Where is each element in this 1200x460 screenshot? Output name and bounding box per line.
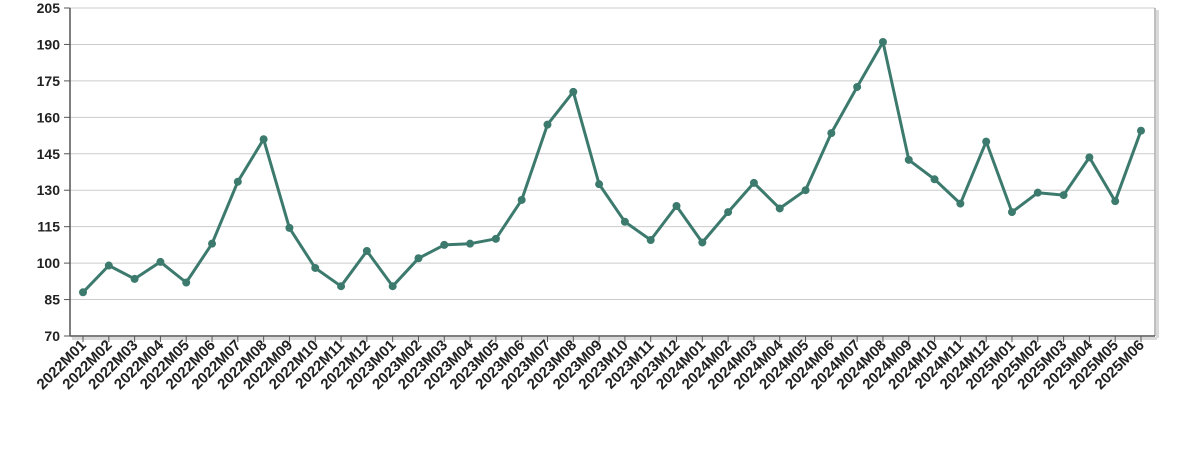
data-point [749, 178, 758, 187]
y-tick-label: 85 [44, 292, 60, 308]
data-point [1033, 188, 1042, 197]
data-point [569, 87, 578, 96]
data-point [646, 236, 655, 245]
y-axis-ticks: 70 85 100 115 130 145 160 175 190 205 [37, 0, 61, 344]
data-point [724, 208, 733, 217]
data-point [259, 135, 268, 144]
y-tick-label: 160 [37, 109, 61, 125]
y-tick-label: 190 [37, 36, 61, 52]
axes [64, 7, 1159, 342]
data-point [130, 274, 139, 283]
data-point [466, 239, 475, 248]
data-point [853, 82, 862, 91]
data-point [79, 288, 87, 297]
data-point [956, 199, 965, 208]
data-point [982, 137, 991, 146]
data-point [595, 180, 604, 189]
data-point [904, 155, 913, 164]
data-point [388, 282, 397, 291]
y-tick-label: 130 [37, 182, 61, 198]
data-point [1111, 197, 1120, 206]
data-point [827, 129, 836, 138]
gridlines [70, 7, 1155, 337]
y-tick-label: 205 [37, 0, 61, 16]
x-axis-ticks: 2022M012022M022022M032022M042022M052022M… [34, 336, 1148, 393]
y-tick-label: 100 [37, 255, 61, 271]
y-tick-label: 175 [37, 73, 61, 89]
data-point [414, 254, 423, 263]
data-point [285, 223, 294, 232]
data-point [311, 263, 320, 272]
data-point [775, 204, 784, 213]
frame-shadow-right [1156, 10, 1159, 338]
data-point [233, 177, 242, 186]
data-point [517, 195, 526, 204]
data-point [491, 234, 500, 243]
data-point [620, 217, 629, 226]
y-tick-label: 70 [44, 328, 60, 344]
y-tick-label: 145 [37, 146, 61, 162]
series-line [81, 40, 1143, 294]
frame-shadow-bottom [72, 337, 1157, 340]
data-point [440, 240, 449, 249]
data-point [156, 257, 165, 266]
data-point [1059, 191, 1068, 200]
series-layer [79, 38, 1145, 297]
data-point [543, 120, 552, 129]
data-point [1007, 208, 1016, 217]
data-point [182, 278, 191, 287]
y-tick-label: 115 [37, 219, 60, 235]
data-point [104, 261, 113, 270]
data-point [337, 282, 346, 291]
data-point [1137, 126, 1145, 135]
data-point [362, 246, 371, 255]
data-point [208, 239, 217, 248]
data-point [672, 202, 681, 211]
data-point [801, 186, 810, 195]
data-point [1085, 153, 1094, 162]
data-point [930, 175, 939, 184]
data-point [698, 238, 707, 247]
data-point [878, 38, 887, 47]
